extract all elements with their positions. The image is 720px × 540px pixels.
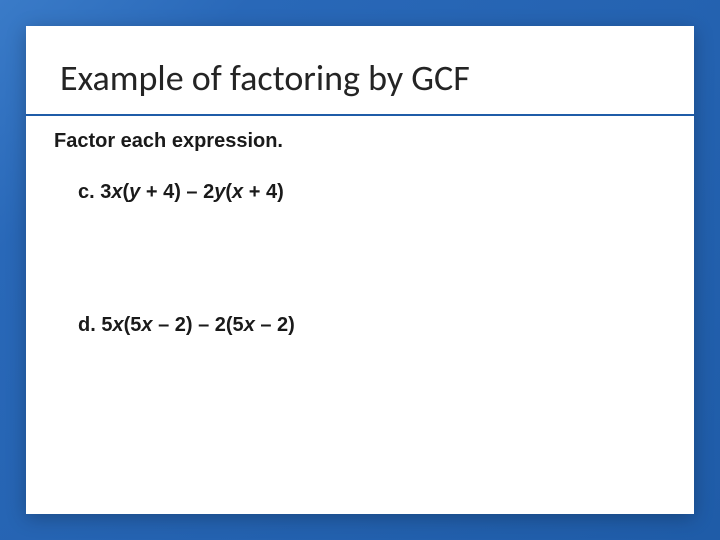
slide-panel: Example of factoring by GCF Factor each … — [26, 26, 694, 514]
problem-d: d. 5x(5x – 2) – 2(5x – 2) — [78, 314, 660, 337]
instruction-text: Factor each expression. — [54, 130, 660, 153]
slide-title: Example of factoring by GCF — [60, 56, 660, 100]
problem-d-expression: 5x(5x – 2) – 2(5x – 2) — [101, 314, 295, 336]
problem-c-label: c. — [78, 181, 95, 203]
title-divider — [26, 114, 694, 116]
problem-c-expression: 3x(y + 4) – 2y(x + 4) — [100, 181, 283, 203]
problem-c: c. 3x(y + 4) – 2y(x + 4) — [78, 181, 660, 204]
problem-d-label: d. — [78, 314, 96, 336]
